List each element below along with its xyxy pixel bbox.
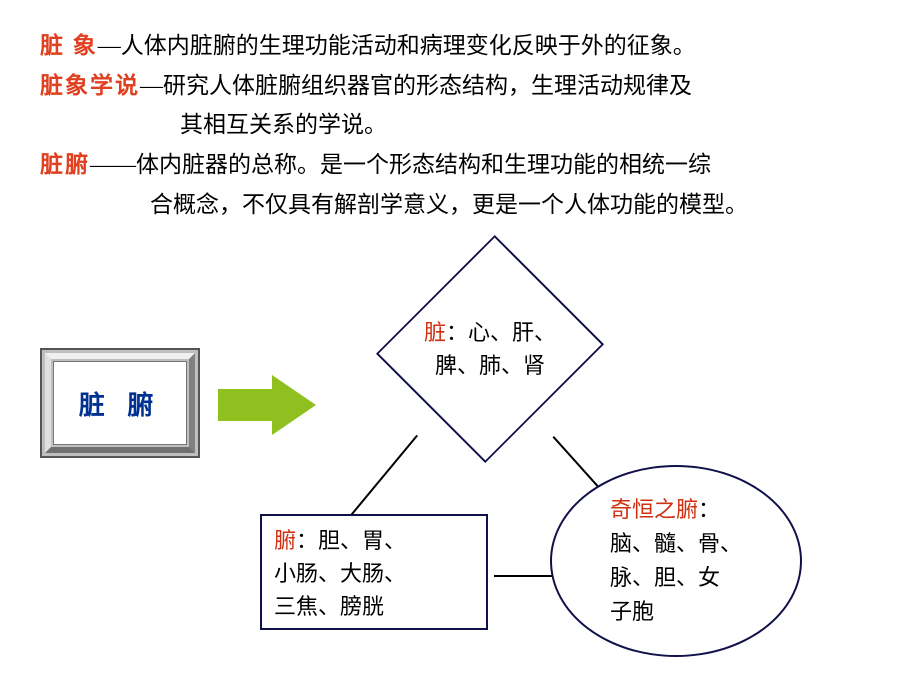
fu-l1: 胆、胃、	[318, 528, 406, 553]
definition-3-line1: 脏腑——体内脏器的总称。是一个形态结构和生理功能的相统一综	[40, 147, 890, 183]
root-box-inner: 脏 腑	[53, 361, 187, 445]
def1-term: 脏 象	[40, 33, 98, 58]
connector-line	[348, 435, 418, 518]
definition-2-line2: 其相互关系的学说。	[40, 107, 890, 143]
qiheng-sep: ：	[698, 497, 720, 522]
fu-head: 腑	[274, 528, 296, 553]
root-box: 脏 腑	[40, 348, 200, 458]
arrow-icon	[218, 375, 318, 435]
fu-l3: 三焦、膀胱	[274, 590, 474, 623]
qiheng-node: 奇恒之腑： 脑、髓、骨、 脉、胆、女 子胞	[550, 465, 802, 657]
connector-line	[494, 575, 554, 577]
definitions-block: 脏 象—人体内脏腑的生理功能活动和病理变化反映于外的征象。 脏象学说—研究人体脏…	[0, 0, 920, 222]
zang-l1: 心、肝、	[468, 320, 556, 345]
def2-body-l2: 其相互关系的学说。	[180, 112, 387, 137]
def1-body: 人体内脏腑的生理功能活动和病理变化反映于外的征象。	[121, 33, 696, 58]
def3-dash: ——	[90, 152, 136, 177]
def3-body-l1: 体内脏器的总称。是一个形态结构和生理功能的相统一综	[136, 152, 711, 177]
def2-term: 脏象学说	[40, 73, 140, 98]
def3-body-l2: 合概念，不仅具有解剖学意义，更是一个人体功能的模型。	[150, 192, 748, 217]
zang-text: 脏：心、肝、 脾、肺、肾	[360, 254, 620, 444]
zang-node: 脏：心、肝、 脾、肺、肾	[360, 254, 620, 444]
arrow-head	[272, 375, 316, 435]
diagram-area: 脏 腑 脏：心、肝、 脾、肺、肾 腑：胆、胃、 小肠、大肠、 三焦、膀胱 奇恒之…	[0, 260, 920, 690]
qiheng-l1: 脑、髓、骨、	[610, 527, 742, 561]
arrow-shaft	[218, 389, 274, 421]
def3-term: 脏腑	[40, 152, 90, 177]
qiheng-l2: 脉、胆、女	[610, 561, 742, 595]
qiheng-l3: 子胞	[610, 595, 742, 629]
definition-3-line2: 合概念，不仅具有解剖学意义，更是一个人体功能的模型。	[40, 187, 890, 223]
def2-dash: —	[140, 73, 163, 98]
fu-l2: 小肠、大肠、	[274, 557, 474, 590]
definition-2-line1: 脏象学说—研究人体脏腑组织器官的形态结构，生理活动规律及	[40, 68, 890, 104]
zang-l2: 脾、肺、肾	[435, 349, 545, 382]
def1-dash: —	[98, 33, 121, 58]
root-label: 脏 腑	[79, 385, 162, 422]
def2-body-l1: 研究人体脏腑组织器官的形态结构，生理活动规律及	[163, 73, 692, 98]
definition-1: 脏 象—人体内脏腑的生理功能活动和病理变化反映于外的征象。	[40, 28, 890, 64]
zang-head: 脏	[424, 320, 446, 345]
qiheng-head: 奇恒之腑	[610, 497, 698, 522]
zang-sep: ：	[446, 320, 468, 345]
fu-node: 腑：胆、胃、 小肠、大肠、 三焦、膀胱	[260, 514, 488, 630]
fu-sep: ：	[296, 528, 318, 553]
qiheng-text: 奇恒之腑： 脑、髓、骨、 脉、胆、女 子胞	[592, 493, 760, 629]
